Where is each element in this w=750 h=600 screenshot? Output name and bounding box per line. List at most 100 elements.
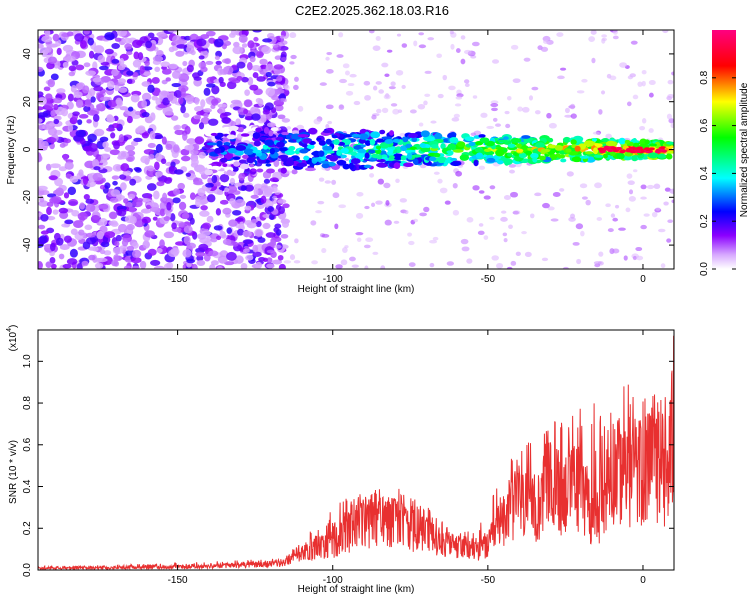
- heatmap-cell: [463, 79, 470, 84]
- heatmap-cell: [409, 109, 417, 114]
- heatmap-cell: [396, 33, 402, 37]
- heatmap-cell: [161, 158, 167, 165]
- heatmap-cell: [643, 147, 650, 151]
- heatmap-cell: [375, 145, 382, 150]
- heatmap-cell: [40, 230, 49, 235]
- heatmap-cell: [98, 203, 109, 210]
- heatmap-cell: [109, 197, 119, 203]
- heatmap-cell: [38, 185, 48, 191]
- heatmap-cell: [226, 251, 237, 261]
- heatmap-cell: [46, 206, 52, 216]
- heatmap-cell: [407, 232, 413, 237]
- heatmap-cell: [626, 101, 632, 107]
- heatmap-cell: [170, 115, 179, 121]
- heatmap-cell: [598, 251, 604, 257]
- heatmap-cell: [215, 208, 222, 216]
- heatmap-cell: [253, 140, 261, 147]
- heatmap-cell: [639, 125, 646, 131]
- heatmap-cell: [211, 85, 220, 95]
- heatmap-cell: [166, 202, 172, 211]
- heatmap-cell: [340, 154, 347, 159]
- heatmap-cell: [602, 153, 608, 159]
- heatmap-cell: [156, 181, 165, 187]
- heatmap-cell: [532, 157, 538, 163]
- heatmap-cell: [104, 182, 111, 189]
- heatmap-cell: [83, 105, 91, 113]
- heatmap-cell: [275, 204, 282, 211]
- heatmap-cell: [88, 50, 95, 59]
- heatmap-cell: [237, 228, 245, 236]
- y-tick-label: 1.0: [22, 354, 33, 368]
- heatmap-cell: [538, 155, 546, 161]
- heatmap-cell: [195, 198, 201, 208]
- heatmap-cell: [610, 213, 616, 218]
- heatmap-cell: [38, 43, 44, 49]
- heatmap-cell: [272, 198, 278, 204]
- heatmap-cell: [222, 163, 228, 168]
- heatmap-cell: [375, 35, 381, 41]
- heatmap-cell: [232, 166, 239, 172]
- heatmap-cell: [259, 64, 267, 70]
- heatmap-cell: [401, 43, 408, 48]
- heatmap-cell: [433, 171, 440, 175]
- heatmap-cell: [173, 89, 183, 98]
- heatmap-cell: [184, 94, 195, 102]
- heatmap-cell: [217, 103, 228, 108]
- y-tick-label: 0.8: [22, 396, 33, 410]
- heatmap-cell: [180, 105, 186, 114]
- heatmap-cell: [375, 200, 383, 205]
- heatmap-cell: [671, 199, 674, 204]
- heatmap-cell: [379, 142, 390, 149]
- heatmap-cell: [446, 261, 454, 266]
- spectrogram-panel: -150 -100 -50 0 40 20 0 -20 -40 Height of strai…: [6, 29, 675, 295]
- heatmap-cell: [265, 232, 276, 238]
- heatmap-cell: [353, 100, 361, 106]
- heatmap-cell: [238, 221, 245, 230]
- heatmap-cell: [183, 225, 193, 234]
- x-tick-label: -150: [168, 274, 188, 285]
- heatmap-cell: [165, 143, 173, 151]
- heatmap-cell: [81, 260, 89, 267]
- heatmap-cell: [356, 237, 362, 243]
- heatmap-cell: [376, 163, 388, 168]
- heatmap-cell: [131, 113, 141, 119]
- heatmap-cell: [266, 257, 273, 264]
- heatmap-cell: [293, 260, 301, 264]
- x-tick-label: -50: [481, 274, 496, 285]
- heatmap-cell: [329, 155, 339, 162]
- heatmap-cell: [444, 200, 451, 205]
- heatmap-cell: [69, 248, 78, 258]
- heatmap-cell: [364, 94, 371, 101]
- heatmap-cell: [267, 205, 275, 213]
- heatmap-cell: [659, 146, 666, 150]
- heatmap-cell: [131, 265, 140, 269]
- heatmap-cell: [139, 65, 145, 74]
- heatmap-cell: [284, 149, 296, 156]
- heatmap-cell: [401, 84, 406, 89]
- colorbar-gradient: [712, 30, 736, 269]
- heatmap-cell: [92, 158, 99, 167]
- heatmap-cell: [194, 136, 205, 145]
- heatmap-cell: [535, 142, 545, 149]
- heatmap-cell: [666, 141, 674, 145]
- heatmap-cell: [627, 180, 635, 185]
- heatmap-cell: [455, 170, 463, 177]
- heatmap-cell: [252, 72, 259, 79]
- heatmap-cell: [214, 38, 224, 48]
- heatmap-cell: [263, 178, 271, 184]
- heatmap-cell: [233, 182, 243, 187]
- heatmap-cell: [347, 82, 355, 87]
- heatmap-cell: [618, 227, 626, 231]
- heatmap-cell: [504, 110, 510, 115]
- heatmap-cell: [321, 163, 330, 169]
- heatmap-cell: [117, 78, 127, 84]
- heatmap-cell: [262, 222, 271, 230]
- heatmap-cell: [388, 162, 395, 168]
- heatmap-cell: [464, 83, 470, 88]
- heatmap-cell: [564, 107, 570, 114]
- heatmap-cell: [442, 74, 448, 81]
- heatmap-cell: [486, 157, 496, 163]
- heatmap-cell: [262, 109, 270, 115]
- y-tick-label: 0: [22, 146, 33, 152]
- heatmap-cell: [335, 264, 343, 269]
